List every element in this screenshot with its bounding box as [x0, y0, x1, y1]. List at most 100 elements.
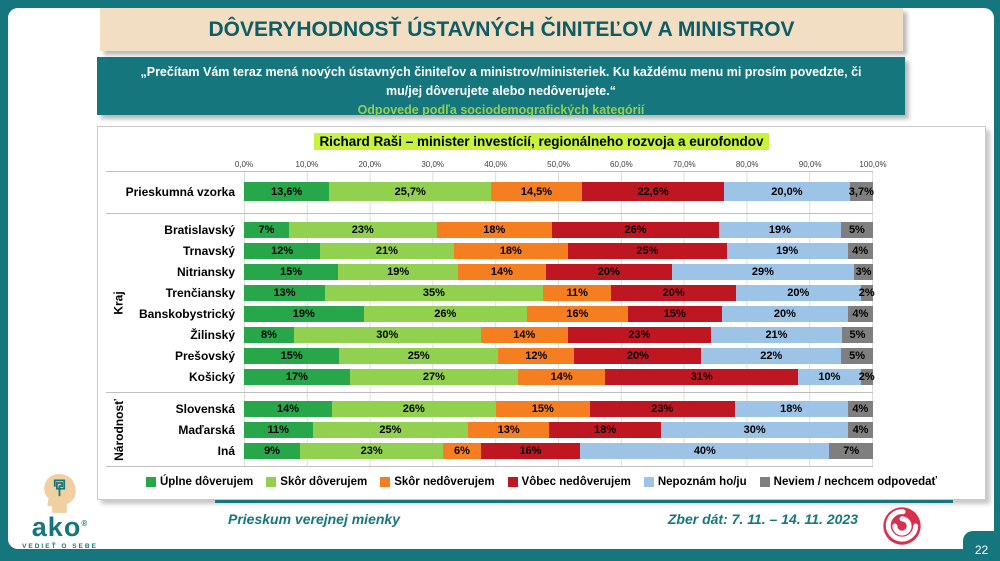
- legend-swatch: [380, 477, 391, 487]
- chart-row: Iná 9% 23% 6% 16% 40% 7%: [106, 440, 873, 461]
- x-axis-ticks: 0,0% 10,0% 20,0% 30,0% 40,0% 50,0% 60,0% 70,0% 8…: [235, 155, 887, 171]
- axis-tick: 40,0%: [484, 160, 507, 169]
- bar-segment: 29%: [671, 263, 855, 280]
- chart-panel: Richard Raši – minister investícií, regi…: [97, 126, 986, 500]
- category-label: Slovenská: [175, 401, 235, 416]
- category-label: Trnavský: [182, 243, 235, 258]
- subtitle-note: Odpovede podľa sociodemografických kateg…: [357, 102, 645, 117]
- bar-segment: 20%: [722, 305, 848, 322]
- axis-tick: 70,0%: [672, 160, 696, 169]
- bar-segment: 5%: [840, 221, 873, 238]
- bar-segment: 31%: [605, 368, 799, 385]
- bar-segment: 18%: [453, 242, 569, 259]
- axis-tick: 0,0%: [234, 160, 254, 169]
- bar-track: 13,6% 25,7% 14,5% 22,6% 20,0% 3,7%: [244, 182, 874, 201]
- page-number-tab: 22: [963, 531, 1000, 561]
- bar-segment: 20%: [574, 347, 702, 364]
- bar-segment: 25,7%: [329, 182, 491, 201]
- axis-tick: 60,0%: [610, 160, 633, 169]
- chart-row: Banskobystrický 19% 26% 16% 15% 20% 4%: [106, 303, 873, 324]
- bar-segment: 23%: [300, 442, 444, 459]
- bar-segment: 15%: [244, 347, 340, 364]
- bar-segment: 17%: [244, 368, 350, 385]
- chart-row: Slovenská 14% 26% 15% 23% 18% 4%: [106, 398, 873, 419]
- bar-track: 15% 19% 14% 20% 29% 3%: [244, 263, 873, 280]
- bar-segment: 20%: [545, 263, 672, 280]
- page-number: 22: [974, 543, 989, 557]
- bar-segment: 4%: [847, 305, 873, 322]
- legend-swatch: [643, 477, 654, 487]
- bar-segment: 8%: [244, 326, 294, 343]
- bar-segment: 19%: [726, 242, 848, 259]
- axis-tick: 90,0%: [798, 160, 822, 169]
- axis-tick: 80,0%: [735, 160, 759, 169]
- legend-item: Neviem / nechcem odpovedať: [759, 476, 937, 488]
- bar-segment: 25%: [312, 421, 469, 438]
- chart-row: Trnavský 12% 21% 18% 25% 19% 4%: [106, 240, 873, 261]
- slide-title: DÔVERYHODNOSŤ ÚSTAVNÝCH ČINITEĽOV A MINI…: [208, 17, 795, 41]
- bar-segment: 13%: [244, 284, 325, 301]
- spiral-logo-icon: [880, 504, 924, 553]
- bar-segment: 14%: [480, 326, 568, 343]
- chart-row: Maďarská 11% 25% 13% 18% 30% 4%: [106, 419, 873, 440]
- bar-segment: 30%: [661, 421, 849, 438]
- bar-segment: 26%: [363, 305, 528, 322]
- bar-segment: 3%: [854, 263, 873, 280]
- bar-track: 14% 26% 15% 23% 18% 4%: [244, 400, 873, 417]
- bar-segment: 7%: [244, 221, 289, 238]
- bar-segment: 25%: [339, 347, 499, 364]
- legend: Úplne dôverujem Skôr dôverujem Skôr nedôve…: [106, 476, 977, 488]
- bar-segment: 12%: [498, 347, 575, 364]
- bar-segment: 16%: [480, 442, 581, 459]
- bar-track: 13% 35% 11% 20% 20% 2%: [244, 284, 875, 301]
- bar-segment: 27%: [349, 368, 518, 385]
- legend-item: Skôr nedôverujem: [380, 476, 495, 488]
- chart-row: Bratislavský 7% 23% 18% 26% 19% 5%: [106, 219, 873, 240]
- bar-segment: 13,6%: [244, 182, 330, 201]
- chart-title-row: Richard Raši – minister investícií, regi…: [106, 133, 977, 155]
- bar-segment: 23%: [567, 326, 712, 343]
- row-group: Kraj Bratislavský 7% 23% 18% 26% 19% 5% Trnavský…: [106, 214, 875, 393]
- bar-segment: 23%: [288, 221, 437, 238]
- ako-head-icon: [44, 474, 76, 513]
- bar-segment: 21%: [711, 326, 842, 343]
- category-label: Košický: [188, 369, 235, 384]
- bar-segment: 6%: [443, 442, 481, 459]
- bar-segment: 9%: [244, 442, 301, 459]
- subtitle-box: „Prečítam Vám teraz mená nových ústavnýc…: [97, 57, 905, 117]
- chart-row: Prešovský 15% 25% 12% 20% 22% 5%: [106, 345, 873, 366]
- bar-segment: 23%: [589, 400, 735, 417]
- bar-segment: 15%: [627, 305, 722, 322]
- footer-divider: [215, 500, 953, 503]
- bar-segment: 18%: [549, 421, 662, 438]
- legend-label: Úplne dôverujem: [159, 476, 254, 488]
- ako-wordmark: ako®: [31, 512, 89, 542]
- legend-item: Skôr dôverujem: [266, 476, 367, 488]
- category-label: Žilinský: [190, 327, 235, 342]
- bar-segment: 40%: [580, 442, 830, 459]
- ako-tagline: VEDIEŤ O SEBE: [22, 542, 98, 550]
- bar-segment: 15%: [244, 263, 339, 280]
- bar-track: 17% 27% 14% 31% 10% 2%: [244, 368, 875, 385]
- footer-left-text: Prieskum verejnej mienky: [228, 511, 400, 527]
- bar-segment: 5%: [841, 347, 873, 364]
- bar-segment: 11%: [542, 284, 612, 301]
- bar-segment: 14%: [244, 400, 333, 417]
- category-label: Prieskumná vzorka: [125, 184, 235, 199]
- bar-track: 11% 25% 13% 18% 30% 4%: [244, 421, 873, 438]
- legend-swatch: [759, 477, 770, 487]
- bar-segment: 11%: [244, 421, 313, 438]
- axis-tick: 30,0%: [421, 160, 445, 169]
- row-group: Národnosť Slovenská 14% 26% 15% 23% 18% 4% Maďar…: [106, 393, 873, 466]
- chart-row: Košický 17% 27% 14% 31% 10% 2%: [106, 366, 875, 387]
- bar-segment: 10%: [798, 368, 861, 385]
- bar-segment: 4%: [847, 242, 873, 259]
- legend-swatch: [507, 477, 518, 487]
- plot-area: Prieskumná vzorka 13,6% 25,7% 14,5% 22,6% 20,…: [106, 171, 875, 467]
- bar-track: 12% 21% 18% 25% 19% 4%: [244, 242, 873, 259]
- legend-item: Nepoznám ho/ju: [643, 476, 747, 488]
- survey-question: „Prečítam Vám teraz mená nových ústavnýc…: [140, 65, 862, 99]
- bar-segment: 25%: [568, 242, 727, 259]
- legend-swatch: [266, 477, 277, 487]
- legend-label: Skôr dôverujem: [280, 476, 368, 488]
